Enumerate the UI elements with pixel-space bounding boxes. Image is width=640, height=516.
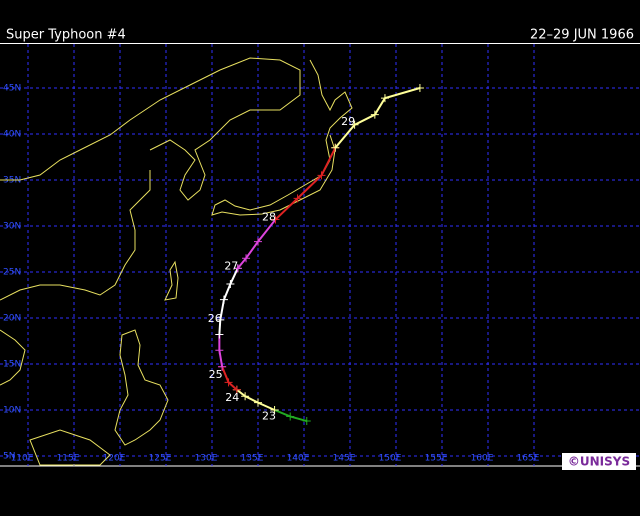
track-fix: [232, 385, 241, 394]
track-fix: [380, 94, 389, 103]
track-fix: [350, 120, 359, 129]
lat-label: 5N: [3, 452, 15, 462]
track-fix: [216, 315, 225, 324]
lon-label: 145E: [333, 454, 356, 464]
track-fix: [226, 279, 235, 288]
track-fix: [270, 406, 279, 414]
asia-coast: [0, 57, 301, 201]
track-segment: [236, 218, 277, 269]
lon-label: 140E: [287, 454, 310, 464]
lat-label: 20N: [3, 314, 21, 324]
lat-label: 10N: [3, 406, 21, 416]
track-fix: [241, 392, 250, 401]
lat-label: 40N: [3, 130, 21, 140]
lat-label: 45N: [3, 84, 21, 94]
lon-label: 160E: [471, 454, 494, 464]
track-fix: [254, 237, 262, 246]
title: Super Typhoon #4: [6, 28, 126, 43]
china-coast: [0, 170, 151, 301]
track-fix: [242, 254, 251, 263]
track-fix: [224, 378, 233, 387]
lon-label: 155E: [425, 454, 448, 464]
lon-label: 130E: [195, 454, 218, 464]
taiwan: [164, 260, 179, 301]
lat-label: 30N: [3, 222, 21, 232]
track-segment: [236, 388, 275, 411]
lon-label: 150E: [379, 454, 402, 464]
track-fix: [254, 398, 262, 407]
track-fix: [286, 412, 295, 421]
lon-label: 135E: [241, 454, 264, 464]
day-label: 29: [341, 115, 355, 128]
track-fix: [370, 110, 379, 119]
day-label: 24: [225, 391, 239, 404]
lon-label: 120E: [103, 454, 126, 464]
japan: [211, 59, 353, 216]
track: [215, 84, 424, 426]
day-label: 28: [262, 211, 276, 224]
track-fix: [218, 362, 227, 371]
lon-label: 110E: [11, 454, 34, 464]
lon-label: 165E: [517, 454, 540, 464]
lat-label: 15N: [3, 360, 21, 370]
logo-box: [562, 453, 636, 470]
indochina: [0, 329, 26, 386]
day-label: 23: [262, 409, 276, 422]
day-label: 25: [209, 368, 223, 381]
logo: ©UNISYS: [568, 455, 630, 469]
day-label: 27: [224, 259, 238, 272]
coastlines: [0, 57, 353, 466]
track-fix: [317, 171, 326, 180]
lat-label: 25N: [3, 268, 21, 278]
track-fix: [331, 143, 340, 152]
track-fix: [233, 264, 242, 273]
lon-label: 115E: [57, 454, 80, 464]
track-fix: [215, 346, 224, 355]
track-fix: [271, 215, 280, 224]
borneo: [29, 429, 111, 466]
track-segment: [274, 147, 337, 221]
track-fix: [415, 84, 424, 92]
philippines: [114, 329, 169, 446]
track-fix: [302, 417, 311, 426]
track-fix: [293, 194, 302, 203]
track-fix: [219, 295, 228, 304]
dates: 22–29 JUN 1966: [530, 28, 634, 43]
track-fix: [215, 330, 224, 339]
day-label: 26: [208, 312, 222, 325]
lon-label: 125E: [149, 454, 172, 464]
